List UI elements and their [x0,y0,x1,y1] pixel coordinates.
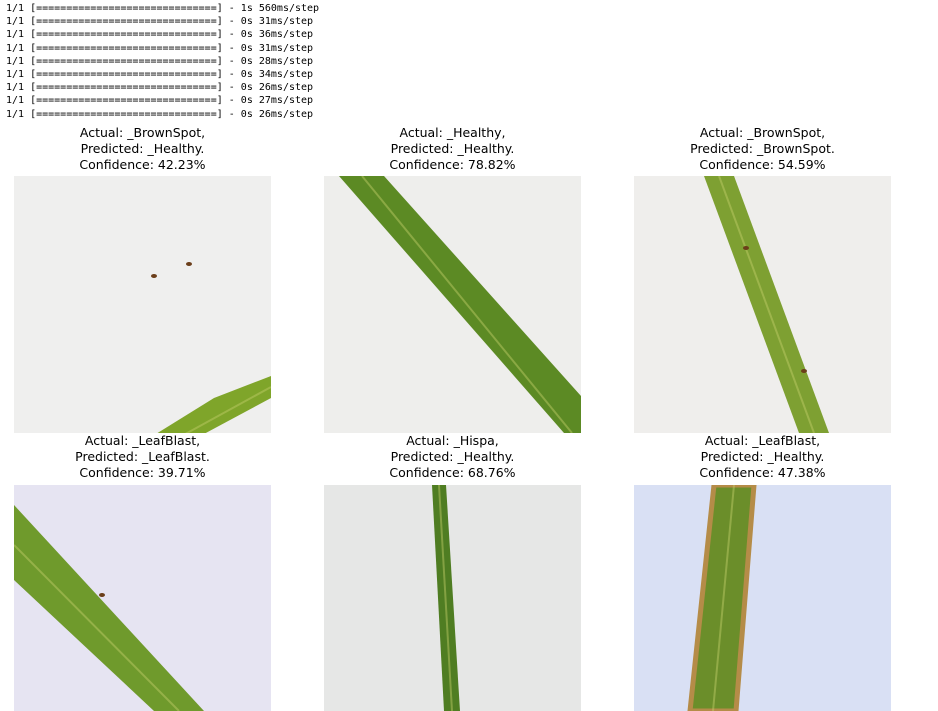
log-line: 1/1 [==============================] - 0… [6,108,314,120]
leaf-image [634,176,891,433]
log-line: 1/1 [==============================] - 1… [6,3,320,14]
log-line: 1/1 [==============================] - 0… [6,95,314,107]
log-line: 1/1 [==============================] - 0… [6,29,314,41]
prediction-caption: Actual: _BrownSpot, Predicted: _BrownSpot… [594,125,931,173]
log-line: 1/1 [==============================] - 0… [6,16,314,28]
actual-label: Actual: _LeafBlast, [84,433,201,448]
actual-label: Actual: _LeafBlast, [704,433,821,448]
confidence-label: Confidence: 54.59% [699,157,826,172]
confidence-label: Confidence: 39.71% [79,465,206,480]
prediction-caption: Actual: _Hispa, Predicted: _Healthy. Confi… [284,433,621,481]
prediction-caption: Actual: _Healthy, Predicted: _Healthy. Con… [284,125,621,173]
log-line: 1/1 [==============================] - 0… [6,82,314,94]
actual-label: Actual: _Healthy, [399,125,506,140]
leaf-image [14,485,271,711]
confidence-label: Confidence: 68.76% [389,465,516,480]
log-line: 1/1 [==============================] - 0… [6,42,314,54]
leaf-image [14,176,271,433]
predicted-label: Predicted: _BrownSpot. [690,141,835,156]
prediction-caption: Actual: _LeafBlast, Predicted: _LeafBlast… [0,433,311,481]
actual-label: Actual: _BrownSpot, [699,125,826,140]
confidence-label: Confidence: 42.23% [79,157,206,172]
prediction-caption: Actual: _BrownSpot, Predicted: _Healthy. C… [0,125,311,173]
predicted-label: Predicted: _LeafBlast. [75,449,210,464]
actual-label: Actual: _BrownSpot, [79,125,206,140]
predicted-label: Predicted: _Healthy. [390,141,515,156]
predicted-label: Predicted: _Healthy. [80,141,205,156]
leaf-image [324,485,581,711]
leaf-image [324,176,581,433]
log-line: 1/1 [==============================] - 0… [6,55,314,67]
confidence-label: Confidence: 47.38% [699,465,826,480]
predicted-label: Predicted: _Healthy. [390,449,515,464]
predicted-label: Predicted: _Healthy. [700,449,825,464]
training-log: 1/1 [==============================] - 1… [6,2,319,121]
log-line: 1/1 [==============================] - 0… [6,68,314,80]
leaf-image [634,485,891,711]
prediction-caption: Actual: _LeafBlast, Predicted: _Healthy. C… [594,433,931,481]
actual-label: Actual: _Hispa, [406,433,499,448]
confidence-label: Confidence: 78.82% [389,157,516,172]
